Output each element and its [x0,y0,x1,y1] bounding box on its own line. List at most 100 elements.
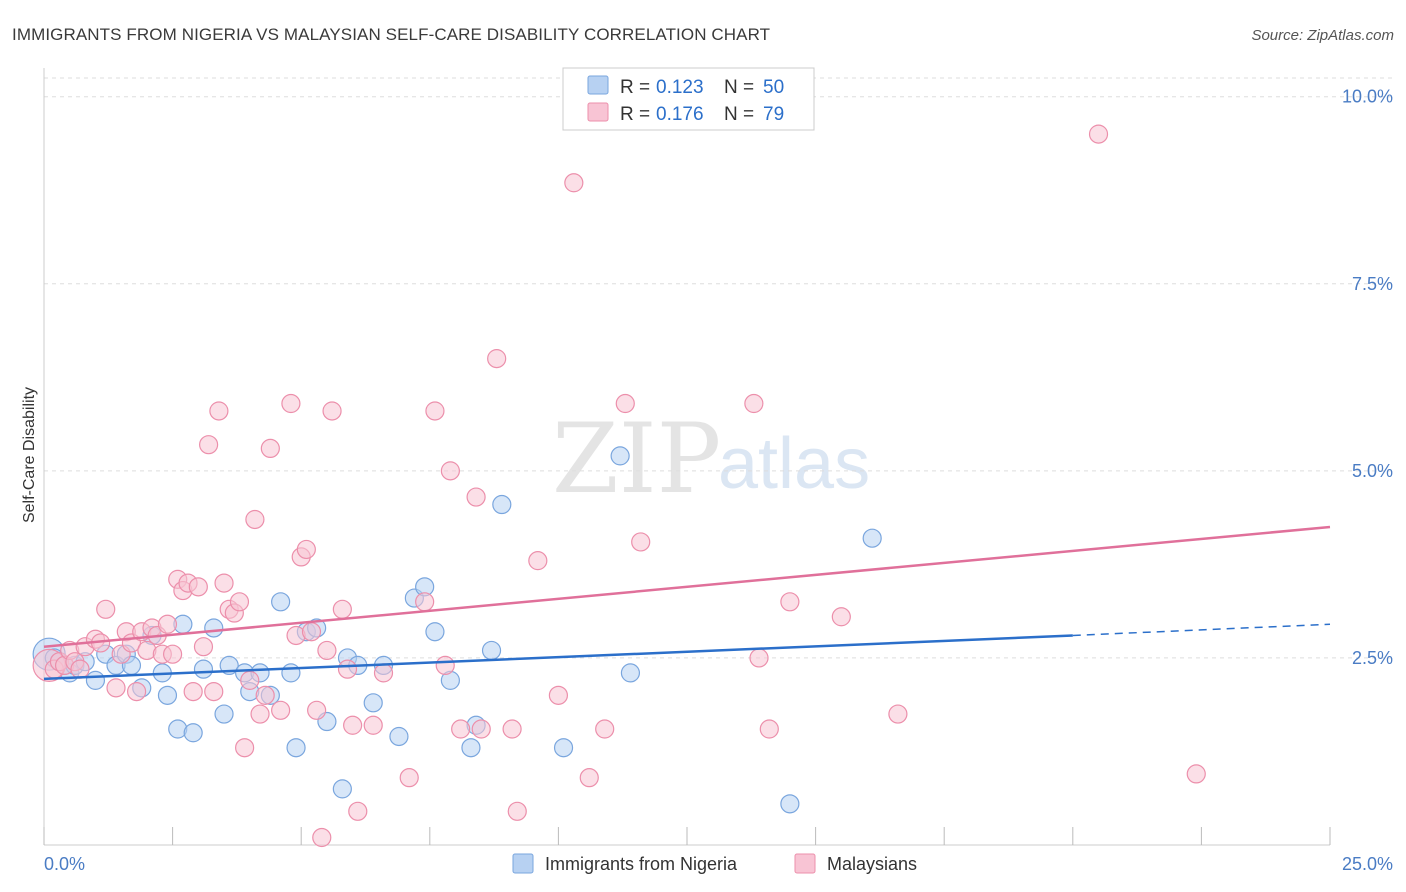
data-point-malaysians [193,637,214,657]
data-point-malaysians [70,659,90,679]
data-point-malaysians [780,592,800,612]
data-point-nigeria [286,738,306,758]
legend-n-label: N = [724,104,754,125]
data-point-malaysians [435,655,455,676]
data-point-malaysians [229,592,250,612]
data-point-malaysians [744,393,764,414]
legend-n-value: 50 [763,77,784,98]
data-point-malaysians [528,551,548,571]
data-point-malaysians [502,719,522,739]
y-tick-label: 5.0% [1352,461,1393,481]
legend-box: R = 0.123 N = 50 R = 0.176 N = 79 [562,67,815,131]
data-point-malaysians [1186,764,1206,784]
data-point-malaysians [307,700,327,720]
data-point-nigeria [214,704,234,724]
data-point-nigeria [183,723,203,743]
legend-swatch-blue [587,75,609,95]
y-tick-label: 10.0% [1342,87,1393,107]
data-point-nigeria [389,726,409,747]
data-point-malaysians [487,349,507,369]
data-point-nigeria [193,659,214,679]
y-axis-title: Self-Care Disability [21,387,38,523]
data-point-malaysians [831,607,851,627]
data-point-malaysians [399,768,419,788]
bottom-legend: Immigrants from Nigeria Malaysians [512,853,917,874]
data-point-malaysians [322,401,342,421]
data-point-malaysians [199,435,219,455]
data-point-malaysians [564,173,584,193]
data-point-malaysians [466,487,486,507]
data-point-malaysians [888,704,908,724]
data-point-malaysians [260,438,280,459]
legend-r-label: R = [620,104,650,125]
data-point-malaysians [615,393,635,414]
y-tick-label: 2.5% [1352,648,1393,668]
data-point-malaysians [240,670,260,690]
data-point-nigeria [425,622,445,642]
data-point-malaysians [250,704,270,724]
data-point-nigeria [620,663,641,683]
data-point-malaysians [759,719,779,739]
data-point-nigeria [492,494,512,515]
data-point-malaysians [296,539,316,560]
watermark-atlas: atlas [718,424,870,504]
data-point-malaysians [415,592,435,612]
series-malaysians [32,124,1206,848]
data-point-malaysians [548,685,569,705]
data-point-malaysians [317,640,337,661]
legend-n-value: 79 [763,104,784,125]
data-point-malaysians [255,685,275,705]
data-point-malaysians [595,719,615,739]
legend-r-label: R = [620,77,650,98]
y-tick-labels: 2.5% 5.0% 7.5% 10.0% [1342,87,1393,668]
data-point-malaysians [348,801,368,821]
data-point-malaysians [183,681,203,702]
data-point-nigeria [780,794,800,814]
y-tick-label: 7.5% [1352,274,1393,294]
data-point-malaysians [749,648,769,668]
x-tick-label: 25.0% [1342,854,1393,874]
data-point-nigeria [281,663,301,683]
data-point-malaysians [157,614,178,634]
data-point-malaysians [631,532,651,552]
data-point-malaysians [425,401,445,421]
data-point-nigeria [271,592,291,612]
data-point-malaysians [235,738,255,758]
bottom-legend-swatch-pink [794,853,816,874]
data-point-nigeria [157,685,178,705]
trend-lines [43,525,1331,681]
data-point-malaysians [363,715,383,735]
data-point-malaysians [373,663,394,683]
legend-n-label: N = [724,77,754,98]
source-label: Source: ZipAtlas.com [1251,27,1394,44]
data-point-malaysians [337,659,358,679]
data-point-malaysians [507,801,527,821]
data-point-malaysians [471,719,491,739]
data-point-malaysians [126,681,147,702]
data-point-nigeria [204,618,224,638]
bottom-legend-label-nigeria: Immigrants from Nigeria [545,854,738,874]
bottom-legend-label-malaysians: Malaysians [827,854,917,874]
data-point-malaysians [579,768,599,788]
data-point-malaysians [188,577,208,597]
trend-line-malaysians [43,525,1331,648]
data-point-malaysians [163,644,183,664]
legend-r-value: 0.123 [656,77,704,98]
data-point-malaysians [332,599,352,619]
data-point-malaysians [245,509,265,530]
trend-line-nigeria-extension [1072,623,1331,637]
x-tick-labels: 0.0% 25.0% [44,854,1393,874]
chart-title: IMMIGRANTS FROM NIGERIA VS MALAYSIAN SEL… [12,25,770,44]
data-point-nigeria [85,670,106,690]
data-point-nigeria [553,738,574,758]
data-point-malaysians [209,401,229,421]
data-point-malaysians [96,599,116,619]
gridlines [44,77,1392,659]
data-point-nigeria [610,446,630,466]
data-point-malaysians [204,681,224,702]
data-point-malaysians [301,622,322,642]
x-tick-label: 0.0% [44,854,85,874]
data-point-malaysians [106,678,126,698]
data-point-malaysians [214,573,234,593]
